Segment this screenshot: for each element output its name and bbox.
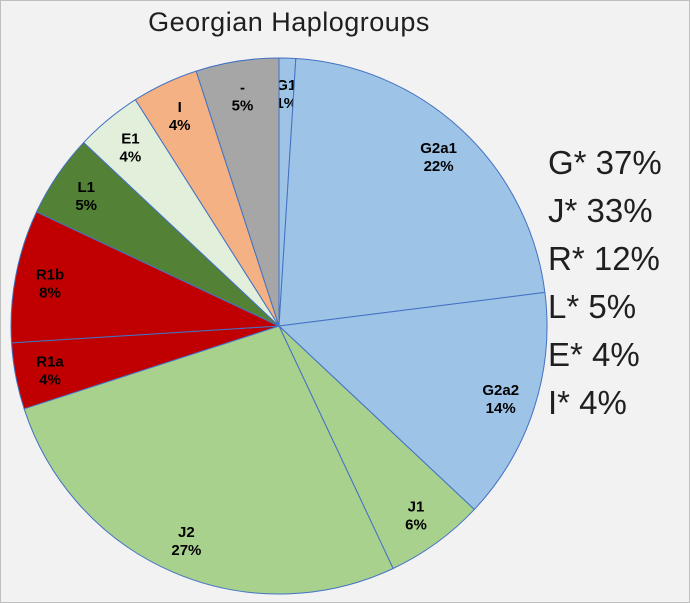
slice-label: J2 27% (171, 524, 201, 559)
summary-line: L* 5% (548, 288, 637, 325)
pie-slice (278, 58, 546, 327)
summary-list: G* 37% J* 33% R* 12% L* 5% E* 4% I* 4% (548, 139, 662, 427)
slice-label: R1b 8% (36, 266, 64, 301)
slice-label: L1 5% (75, 179, 97, 214)
summary-line: J* 33% (548, 192, 653, 229)
summary-line: G* 37% (548, 144, 662, 181)
chart-title: Georgian Haplogroups (148, 7, 430, 37)
slice-label: J1 6% (405, 499, 427, 534)
summary-line: I* 4% (548, 384, 627, 421)
pie-slice (23, 325, 394, 595)
slice-label: G2a2 14% (482, 382, 519, 417)
slice-label: G1 1% (275, 77, 297, 112)
summary-line: E* 4% (548, 336, 640, 373)
pie-slice (10, 211, 280, 344)
slice-label: G2a1 22% (420, 140, 457, 175)
pie-slice (195, 57, 280, 327)
slice-label: E1 4% (120, 130, 142, 165)
slice-label: R1a 4% (36, 354, 64, 389)
slice-label: I 4% (169, 99, 191, 134)
summary-line: R* 12% (548, 240, 660, 277)
pie-slice (278, 291, 548, 510)
slice-label: -5% (232, 80, 254, 115)
